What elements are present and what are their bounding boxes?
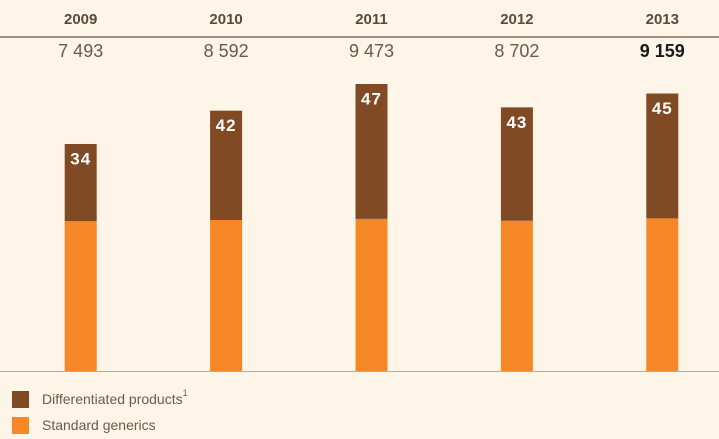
bar-segment: [64, 221, 97, 371]
total-label: 9 159: [640, 41, 685, 61]
segment-label: 42: [216, 116, 237, 135]
year-label: 2009: [64, 11, 97, 28]
bar-segment: [646, 218, 679, 371]
year-label: 2012: [500, 11, 533, 28]
bar-segment: [500, 107, 533, 221]
bar-segment: [355, 84, 388, 219]
bar-segment: [210, 110, 243, 221]
bar-segment: [500, 220, 533, 371]
segment-label: 43: [506, 113, 527, 132]
legend-name: Differentiated products: [42, 391, 183, 407]
segment-label: 34: [70, 149, 91, 168]
total-label: 7 493: [58, 41, 103, 61]
segment-label: 47: [361, 89, 382, 108]
legend-swatch: [12, 391, 29, 408]
year-label: 2013: [646, 11, 679, 28]
bar-segment: [210, 220, 243, 371]
year-label: 2010: [209, 11, 242, 28]
year-label: 2011: [355, 11, 388, 28]
legend-swatch: [12, 417, 29, 434]
legend-footnote: 1: [183, 388, 188, 398]
total-label: 9 473: [349, 41, 394, 61]
bar-segment: [64, 143, 97, 222]
legend-name: Standard generics: [42, 417, 156, 433]
bar-segment: [646, 93, 679, 219]
total-label: 8 702: [494, 41, 539, 61]
legend-label: Differentiated products1: [42, 388, 188, 406]
segment-label: 45: [652, 99, 673, 118]
total-label: 8 592: [204, 41, 249, 61]
legend-label: Standard generics: [42, 417, 156, 433]
bar-segment: [355, 218, 388, 371]
